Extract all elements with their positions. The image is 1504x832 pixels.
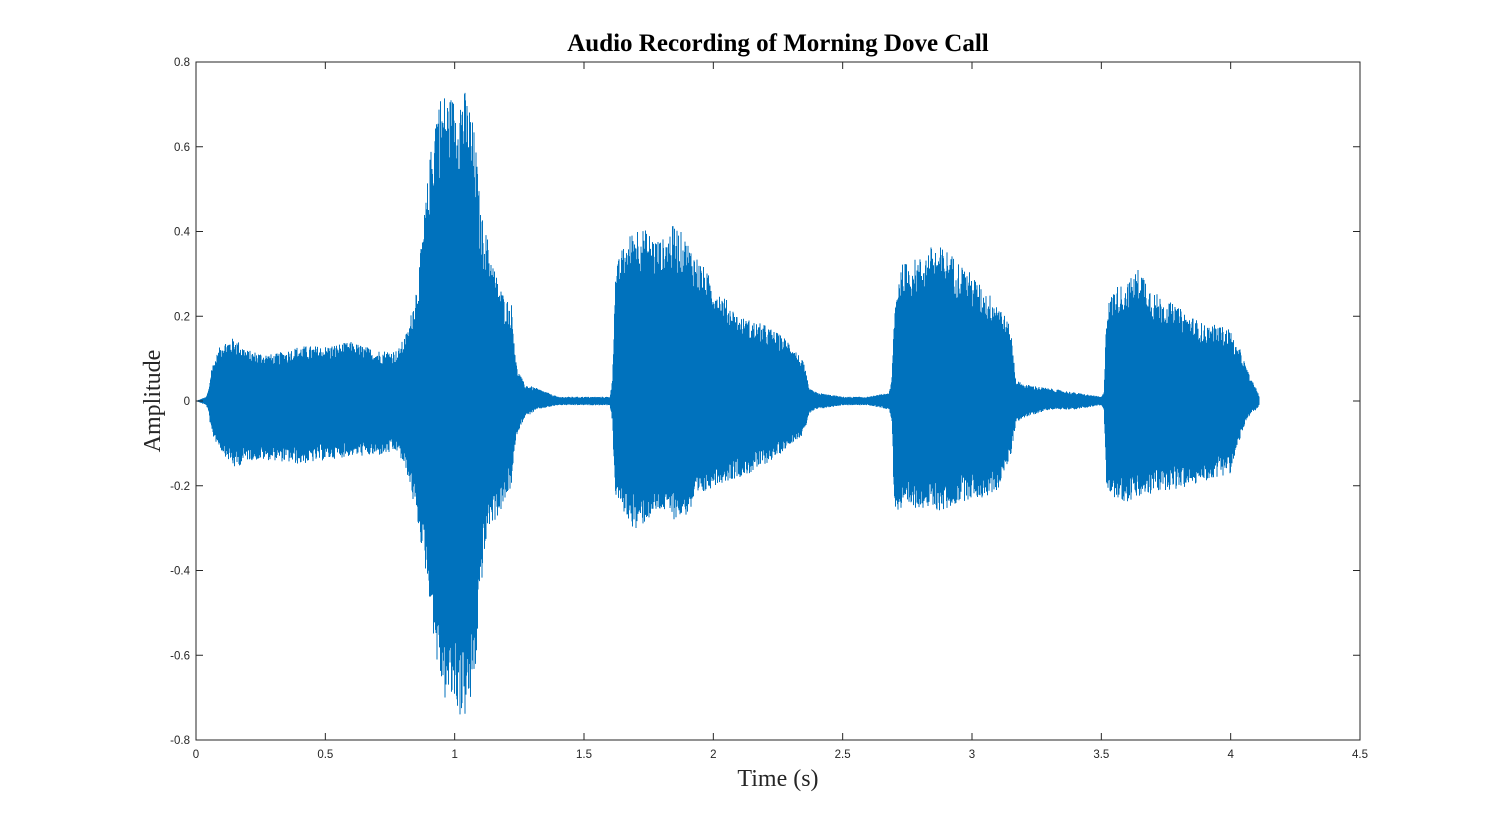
x-tick-label: 4	[1227, 749, 1234, 761]
y-axis-ticks: 0.8 0.6 0.4 0.2 0 -0.2 -0.4 -0.6 -0.8	[170, 57, 1360, 747]
x-tick-label: 4.5	[1352, 749, 1368, 761]
waveform-line	[196, 92, 1260, 715]
x-tick-label: 0.5	[317, 749, 333, 761]
y-tick-label: -0.4	[170, 566, 190, 578]
y-tick-label: -0.2	[170, 481, 190, 493]
y-tick-label: 0	[184, 396, 190, 408]
chart-title: Audio Recording of Morning Dove Call	[567, 30, 989, 57]
x-tick-label: 2	[710, 749, 716, 761]
y-tick-label: 0.8	[174, 57, 190, 69]
x-axis-ticks: 0 0.5 1 1.5 2 2.5 3 3.5 4 4.5	[193, 62, 1368, 761]
x-tick-label: 3.5	[1093, 749, 1109, 761]
y-tick-label: -0.8	[170, 735, 190, 747]
x-tick-label: 1	[451, 749, 457, 761]
x-tick-label: 0	[193, 749, 199, 761]
x-axis-label: Time (s)	[737, 766, 818, 792]
y-axis-label: Amplitude	[140, 350, 166, 453]
y-tick-label: 0.4	[174, 227, 191, 239]
x-tick-label: 2.5	[835, 749, 851, 761]
y-tick-label: 0.2	[174, 311, 190, 323]
waveform-series	[196, 92, 1260, 715]
x-tick-label: 1.5	[576, 749, 592, 761]
x-tick-label: 3	[969, 749, 975, 761]
y-tick-label: 0.6	[174, 142, 190, 154]
y-tick-label: -0.6	[170, 650, 190, 662]
